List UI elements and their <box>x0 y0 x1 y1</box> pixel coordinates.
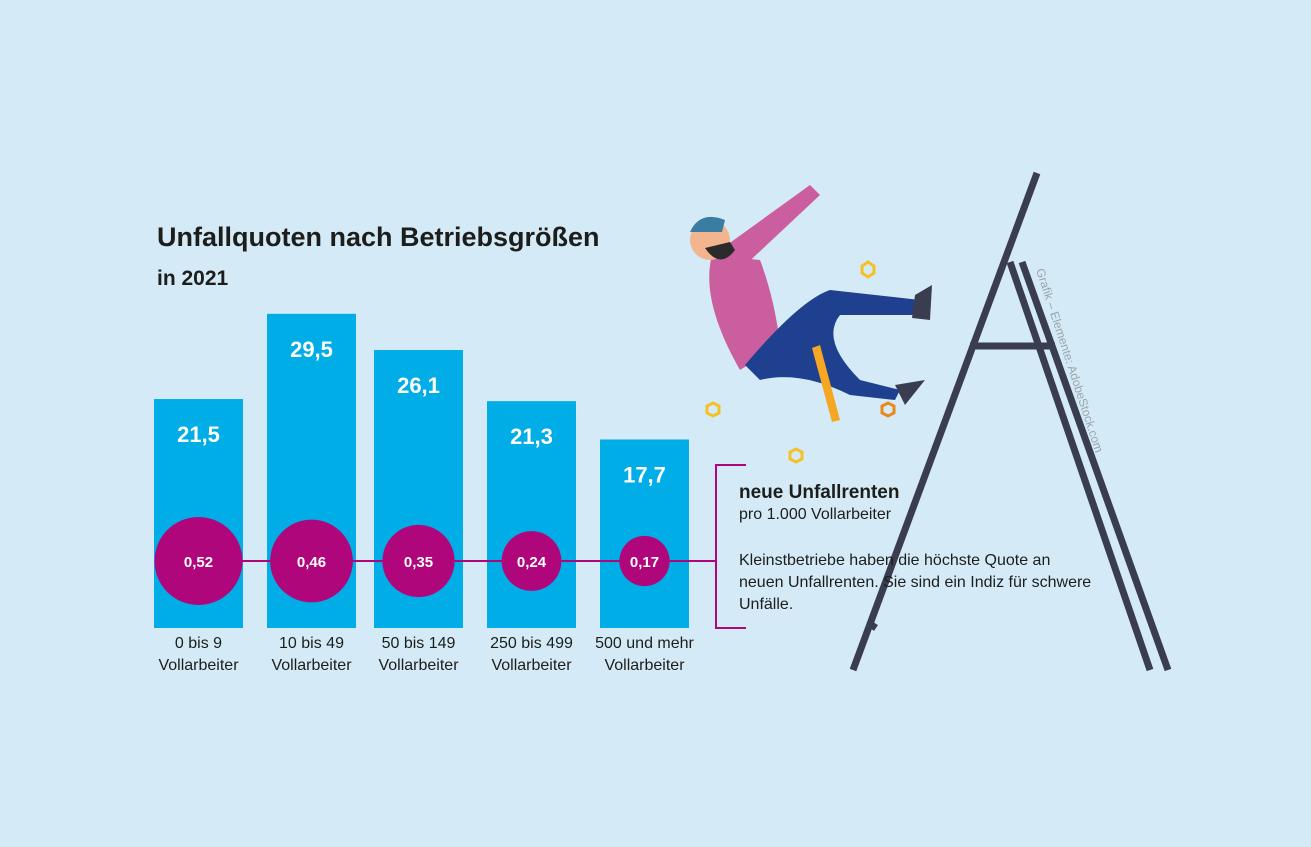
bubble-value-label: 0,17 <box>630 554 659 571</box>
bar-value-label: 26,1 <box>397 373 440 398</box>
bubble-series-name: neue Unfallrenten <box>739 482 900 503</box>
bubble <box>154 517 243 605</box>
bubble-value-label: 0,35 <box>404 554 433 571</box>
bar-value-label: 21,5 <box>177 422 220 447</box>
chart-subtitle: in 2021 <box>157 267 229 290</box>
bubble-series-unit: pro 1.000 Vollarbeiter <box>739 506 892 523</box>
bubble <box>619 535 670 587</box>
bubbles: 0,52 0,46 0,35 0,24 0,17 <box>154 517 716 605</box>
x-tick-label: 500 und mehr Vollarbeiter <box>595 635 694 674</box>
bubble <box>501 531 562 591</box>
bar <box>600 439 689 628</box>
ladder <box>849 171 1172 672</box>
bracket <box>715 464 746 629</box>
bar-value-label: 17,7 <box>623 462 666 487</box>
bubble <box>382 524 455 598</box>
x-tick-label: 50 bis 149 Vollarbeiter <box>378 635 459 674</box>
bar-value-label: 29,5 <box>290 337 333 362</box>
chart-title: Unfallquoten nach Betriebsgrößen <box>157 222 600 252</box>
bar-value-label: 21,3 <box>510 424 553 449</box>
bubble-value-label: 0,24 <box>517 554 547 571</box>
x-tick-label: 250 bis 499 Vollarbeiter <box>490 635 573 674</box>
note: Kleinstbetriebe haben die höchste Quote … <box>739 552 1092 613</box>
bubble-value-label: 0,52 <box>184 554 213 571</box>
illustration <box>690 185 932 464</box>
x-tick-label: 10 bis 49 Vollarbeiter <box>271 635 352 674</box>
bubble <box>270 519 353 603</box>
x-tick-label: 0 bis 9 Vollarbeiter <box>158 635 239 674</box>
bubble-value-label: 0,46 <box>297 554 326 571</box>
